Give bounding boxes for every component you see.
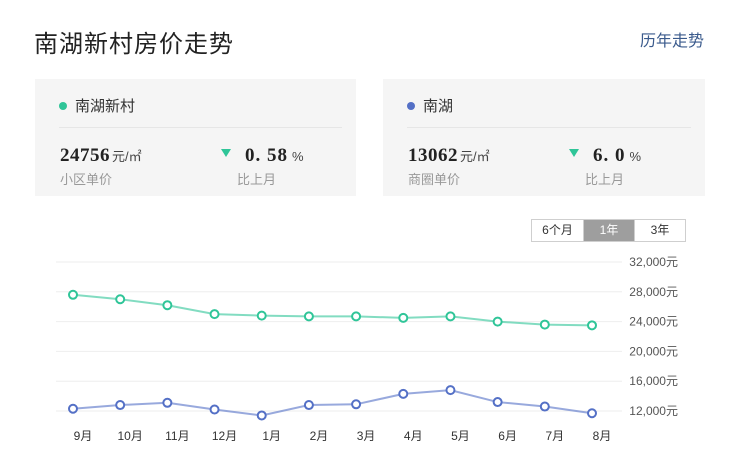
series-line (72, 389, 593, 417)
y-tick-label: 16,000元 (629, 374, 678, 388)
month-change-unit: % (292, 148, 304, 164)
x-tick-label: 1月 (262, 429, 281, 443)
unit-price-label: 商圈单价 (408, 172, 461, 187)
card-divider (407, 127, 691, 128)
x-tick-label: 12月 (212, 429, 237, 443)
data-point (162, 397, 173, 408)
data-point (398, 312, 409, 323)
x-tick-label: 6月 (498, 429, 517, 443)
card-header: 南湖新村 (59, 95, 135, 116)
y-tick-label: 20,000元 (629, 344, 678, 358)
tab-3-years[interactable]: 3年 (634, 220, 685, 241)
x-tick-label: 4月 (404, 429, 423, 443)
data-point (445, 311, 456, 322)
data-point (539, 319, 550, 330)
x-tick-label: 2月 (310, 429, 329, 443)
data-point (162, 300, 173, 311)
unit-price-value: 24756 (60, 145, 110, 166)
x-tick-label: 5月 (451, 429, 470, 443)
unit-price-unit: 元/㎡ (460, 149, 490, 164)
data-point (587, 408, 597, 419)
data-point (303, 311, 314, 322)
card-divider (59, 127, 342, 128)
series-line (72, 293, 593, 327)
history-trend-link[interactable]: 历年走势 (639, 33, 704, 50)
data-point (303, 400, 314, 411)
data-point (445, 385, 456, 396)
down-arrow-icon (569, 149, 579, 157)
month-change-label: 比上月 (237, 172, 277, 187)
time-range-tabs: 6个月 1年 3年 (531, 219, 686, 242)
data-point (209, 309, 220, 320)
x-tick-label: 3月 (357, 429, 376, 443)
price-trend-chart: 32,000元 28,000元 24,000元 20,000元 16,000元 12,00… (56, 255, 678, 443)
unit-price-value: 13062 (408, 145, 458, 166)
tab-6-months[interactable]: 6个月 (532, 220, 583, 241)
data-point (492, 316, 503, 327)
price-block: 13062 元/㎡ (408, 145, 490, 167)
tab-1-year[interactable]: 1年 (583, 220, 634, 241)
card-title: 南湖新村 (75, 98, 136, 115)
change-block: 6. 0% (569, 145, 641, 167)
month-change-label: 比上月 (585, 172, 625, 187)
price-block: 24756 元/㎡ (60, 145, 142, 167)
data-point (492, 397, 503, 408)
data-point (68, 403, 78, 414)
y-tick-label: 24,000元 (629, 315, 678, 329)
x-tick-label: 10月 (118, 429, 143, 443)
data-point (539, 401, 550, 412)
data-point (209, 404, 220, 415)
series-dot-icon (59, 101, 67, 110)
card-title: 南湖 (423, 98, 454, 115)
data-point (351, 399, 362, 410)
community-price-card: 南湖新村 24756 元/㎡ 小区单价 0. 58% 比上月 (35, 79, 356, 196)
down-arrow-icon (221, 149, 231, 157)
month-change-value: 0. 58 (245, 145, 288, 166)
month-change-unit: % (629, 148, 642, 164)
x-tick-label: 7月 (545, 429, 564, 443)
data-point (351, 311, 362, 322)
district-price-card: 南湖 13062 元/㎡ 商圈单价 6. 0% 比上月 (383, 79, 705, 196)
data-point (256, 310, 267, 321)
data-point (587, 320, 597, 331)
card-header: 南湖 (407, 95, 453, 116)
x-tick-label: 9月 (74, 429, 93, 443)
data-point (115, 400, 126, 411)
change-block: 0. 58% (221, 145, 304, 167)
data-point (256, 410, 267, 421)
x-tick-label: 8月 (593, 429, 612, 443)
unit-price-label: 小区单价 (60, 172, 113, 187)
data-point (398, 388, 409, 399)
series-dot-icon (407, 101, 415, 110)
x-tick-label: 11月 (165, 429, 189, 443)
data-point (68, 289, 78, 300)
page-title: 南湖新村房价走势 (34, 31, 234, 58)
y-tick-label: 28,000元 (629, 285, 678, 299)
data-point (115, 294, 126, 305)
y-tick-label: 12,000元 (629, 404, 678, 418)
y-tick-label: 32,000元 (629, 255, 678, 269)
month-change-value: 6. 0 (593, 145, 626, 166)
unit-price-unit: 元/㎡ (112, 149, 142, 164)
